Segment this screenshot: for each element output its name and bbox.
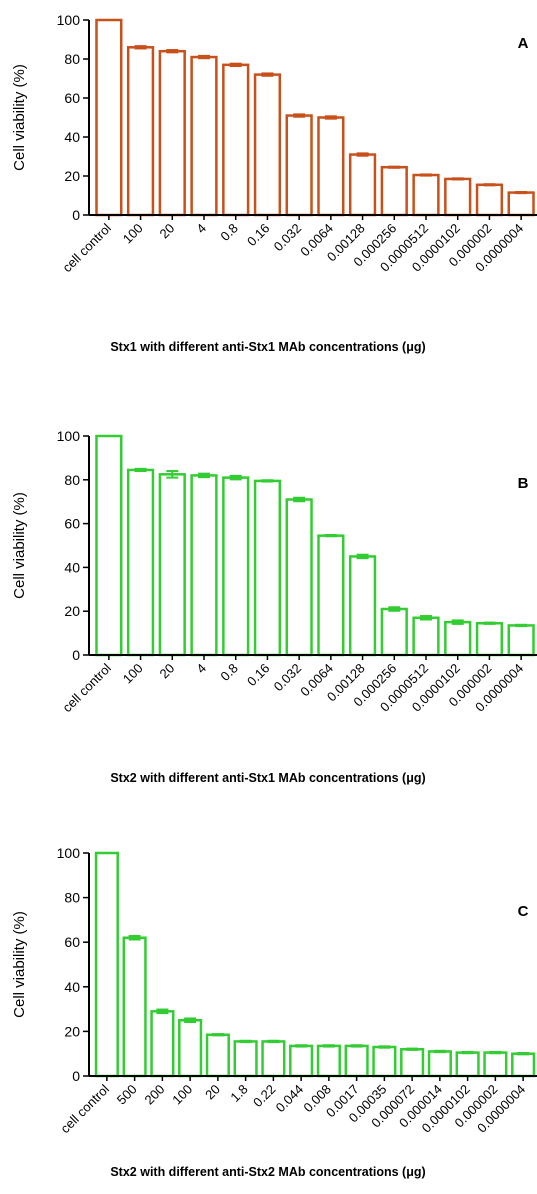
- bar: [483, 1051, 508, 1078]
- x-tick-label: 0.16: [244, 661, 273, 690]
- x-tick-label: 20: [157, 221, 178, 242]
- bar: [380, 607, 408, 657]
- x-tick-label: 500: [114, 1082, 140, 1108]
- bar: [261, 1040, 286, 1078]
- bar: [222, 476, 250, 657]
- x-tick-label: cell control: [59, 660, 114, 715]
- bar: [380, 165, 408, 217]
- bar: [253, 73, 282, 217]
- x-tick-label: 100: [169, 1082, 195, 1108]
- bar: [427, 1050, 452, 1078]
- x-tick-label: 0.044: [273, 1082, 307, 1116]
- bar: [178, 1019, 203, 1078]
- chart-panel-c: cell control 500 200 100 20 1.8 0.220.0440.008…: [11, 845, 537, 1179]
- x-tick-label: 1.8: [227, 1082, 250, 1105]
- bar: [507, 624, 535, 657]
- bar: [317, 116, 345, 217]
- bar: [126, 468, 155, 657]
- y-tick-label: 60: [64, 934, 80, 950]
- x-tick-label: 0.8: [217, 661, 240, 684]
- y-axis-label: Cell viability (%): [11, 911, 28, 1018]
- bar: [412, 173, 440, 217]
- y-tick-label: 20: [64, 168, 80, 184]
- y-axis-label: Cell viability (%): [11, 64, 28, 171]
- bar: [233, 1040, 258, 1078]
- bar: [412, 616, 440, 657]
- bar: [285, 498, 313, 657]
- bar: [158, 49, 186, 217]
- x-tick-label: 4: [193, 221, 209, 237]
- bar: [400, 1047, 425, 1078]
- panel-letter: A: [518, 35, 529, 52]
- x-tick-label: cell control: [57, 1081, 112, 1136]
- x-tick-label: 200: [142, 1082, 168, 1108]
- chart-panel-a: cell control 100 20 4 0.8 0.160.0320.00640.00…: [11, 12, 537, 354]
- y-tick-label: 80: [64, 890, 80, 906]
- bar: [95, 18, 123, 217]
- bar: [205, 1033, 230, 1078]
- x-tick-label: 0.16: [244, 221, 273, 250]
- x-tick-label: 20: [157, 661, 178, 682]
- y-axis-label: Cell viability (%): [11, 492, 28, 599]
- bar: [158, 473, 186, 657]
- y-tick-label: 20: [64, 1023, 80, 1039]
- y-tick-label: 100: [57, 428, 81, 444]
- x-tick-label: 100: [120, 661, 146, 687]
- bar: [344, 1044, 369, 1078]
- x-tick-label: 100: [120, 221, 146, 247]
- x-axis-label: Stx2 with different anti-Stx1 MAb concen…: [110, 771, 425, 785]
- bar: [122, 936, 147, 1078]
- y-tick-label: 100: [57, 12, 81, 28]
- bar: [507, 191, 535, 217]
- bar: [95, 434, 123, 657]
- y-tick-label: 60: [64, 90, 80, 106]
- bar: [444, 620, 472, 657]
- bar: [316, 1044, 341, 1078]
- y-tick-label: 20: [64, 603, 80, 619]
- bar: [190, 55, 218, 217]
- bar: [126, 46, 155, 217]
- y-tick-label: 40: [64, 559, 80, 575]
- x-axis-label: Stx1 with different anti-Stx1 MAb concen…: [110, 340, 425, 354]
- bar: [289, 1044, 314, 1078]
- y-tick-label: 0: [72, 1068, 80, 1084]
- bar: [94, 851, 119, 1078]
- x-tick-label: 4: [193, 661, 209, 677]
- bar: [150, 1010, 175, 1078]
- bar: [475, 621, 504, 657]
- y-tick-label: 40: [64, 979, 80, 995]
- x-tick-label: 0.8: [217, 221, 240, 244]
- bar: [444, 177, 472, 217]
- panel-letter: B: [518, 475, 529, 492]
- x-axis-label: Stx2 with different anti-Stx2 MAb concen…: [110, 1165, 425, 1179]
- bar: [190, 474, 218, 657]
- y-tick-label: 80: [64, 472, 80, 488]
- bar: [222, 63, 250, 217]
- bar: [511, 1052, 536, 1078]
- bar: [348, 555, 377, 657]
- y-tick-label: 100: [57, 845, 81, 861]
- bar: [253, 479, 282, 657]
- y-tick-label: 0: [72, 207, 80, 223]
- y-tick-label: 40: [64, 129, 80, 145]
- bar: [348, 153, 377, 217]
- chart-panel-b: cell control 100 20 4 0.8 0.160.0320.00640.00…: [11, 428, 537, 785]
- bar: [317, 534, 345, 657]
- bar: [372, 1045, 397, 1078]
- bar: [475, 183, 504, 217]
- y-tick-label: 60: [64, 516, 80, 532]
- y-tick-label: 80: [64, 51, 80, 67]
- x-tick-label: cell control: [59, 220, 114, 275]
- x-tick-label: 20: [202, 1082, 223, 1103]
- bar: [285, 114, 313, 217]
- y-tick-label: 0: [72, 647, 80, 663]
- panel-letter: C: [518, 903, 529, 920]
- bar: [455, 1051, 480, 1078]
